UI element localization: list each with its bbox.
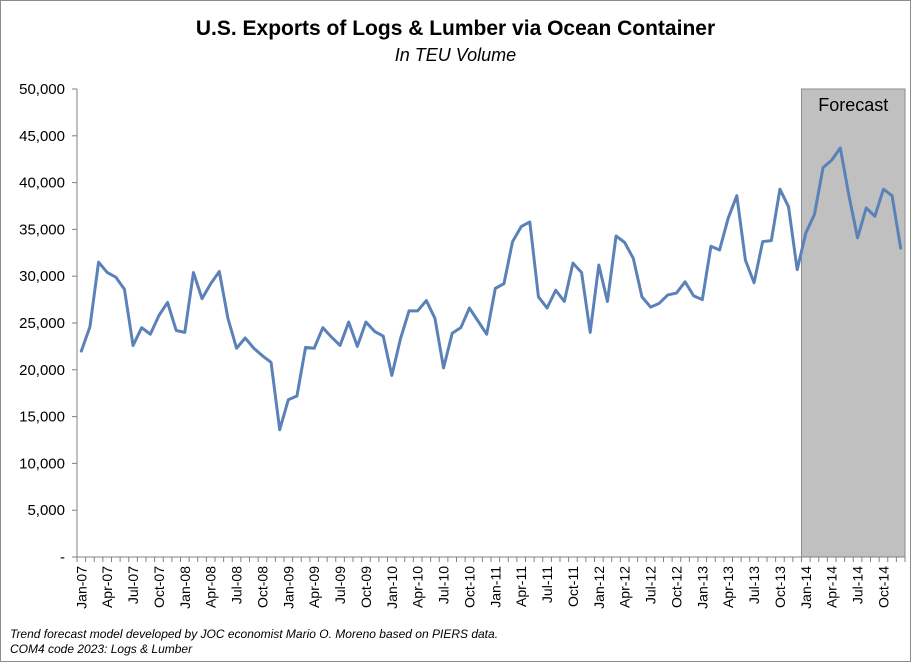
x-tick-label: Apr-09 (306, 566, 322, 608)
y-tick-label: - (60, 549, 65, 566)
x-tick-label: Jul-09 (332, 566, 348, 604)
x-tick-label: Apr-08 (203, 566, 219, 608)
y-tick-label: 45,000 (19, 128, 65, 145)
y-tick-label: 20,000 (19, 362, 65, 379)
y-tick-label: 40,000 (19, 175, 65, 192)
x-tick-label: Oct-13 (772, 566, 788, 608)
x-tick-label: Apr-13 (720, 566, 736, 608)
x-tick-label: Jan-07 (73, 566, 89, 609)
x-tick-label: Jan-11 (487, 566, 503, 608)
chart-title: U.S. Exports of Logs & Lumber via Ocean … (195, 17, 716, 40)
x-tick-label: Oct-08 (254, 566, 270, 608)
x-tick-label: Oct-11 (565, 566, 581, 607)
x-tick-label: Jul-12 (643, 566, 659, 604)
x-tick-label: Oct-14 (875, 566, 891, 608)
x-tick-label: Jan-13 (694, 566, 710, 609)
x-tick-label: Jul-11 (539, 566, 555, 603)
x-tick-label: Oct-12 (668, 566, 684, 608)
x-tick-label: Oct-09 (358, 566, 374, 608)
x-tick-label: Jan-14 (798, 566, 814, 609)
x-tick-label: Jul-07 (125, 566, 141, 604)
x-tick-label: Jan-08 (177, 566, 193, 609)
x-tick-label: Jan-09 (280, 566, 296, 609)
x-tick-label: Apr-11 (513, 566, 529, 607)
forecast-band (801, 88, 906, 558)
x-tick-label: Apr-12 (617, 566, 633, 608)
x-tick-label: Jan-12 (591, 566, 607, 609)
x-tick-label: Apr-10 (410, 566, 426, 608)
series-line (79, 146, 903, 432)
x-tick-label: Jul-14 (850, 566, 866, 604)
x-tick-label: Jul-13 (746, 566, 762, 604)
y-tick-label: 30,000 (19, 268, 65, 285)
y-tick-label: 25,000 (19, 315, 65, 332)
x-tick-label: Jul-10 (436, 566, 452, 604)
y-tick-label: 10,000 (19, 455, 65, 472)
footnote-source: Trend forecast model developed by JOC ec… (10, 627, 499, 641)
chart-subtitle: In TEU Volume (394, 45, 517, 65)
footnote-code: COM4 code 2023: Logs & Lumber (10, 642, 193, 656)
x-tick-label: Oct-07 (151, 566, 167, 608)
y-tick-label: 15,000 (19, 409, 65, 426)
x-tick-label: Apr-07 (99, 566, 115, 608)
y-tick-label: 5,000 (27, 502, 65, 519)
x-tick-label: Oct-10 (461, 566, 477, 608)
x-tick-label: Apr-14 (824, 566, 840, 608)
x-tick-label: Jul-08 (229, 566, 245, 604)
forecast-label: Forecast (818, 95, 888, 115)
y-tick-label: 50,000 (19, 81, 65, 98)
y-tick-label: 35,000 (19, 221, 65, 238)
x-tick-label: Jan-10 (384, 566, 400, 609)
